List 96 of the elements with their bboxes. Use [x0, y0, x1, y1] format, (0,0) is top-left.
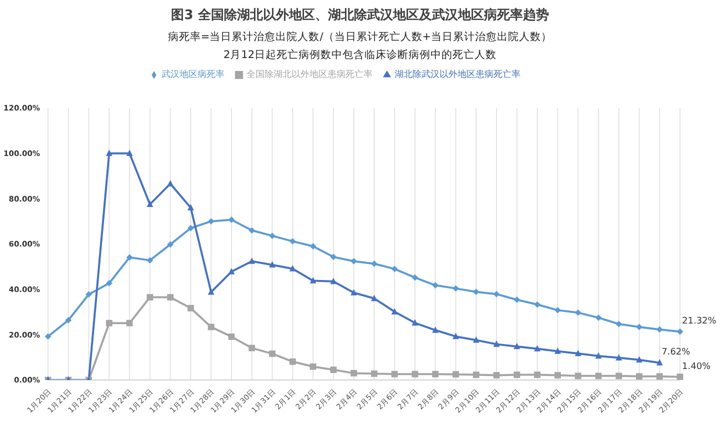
- point: [370, 260, 378, 267]
- point: [656, 359, 663, 366]
- point: [330, 254, 337, 260]
- point: [126, 254, 133, 261]
- point: [391, 308, 398, 314]
- data-label: 7.62%: [662, 348, 691, 358]
- point: [574, 309, 582, 316]
- point: [350, 370, 358, 376]
- point: [514, 296, 520, 303]
- point: [167, 294, 174, 300]
- point: [370, 294, 378, 302]
- point: [493, 290, 500, 298]
- point: [574, 372, 582, 380]
- point: [269, 232, 276, 240]
- point: [146, 200, 154, 208]
- point: [188, 204, 194, 210]
- point: [350, 289, 358, 296]
- point: [65, 316, 72, 324]
- point: [412, 274, 418, 281]
- point: [86, 291, 92, 298]
- point: [616, 372, 622, 380]
- point: [616, 354, 622, 360]
- legend-label: 湖北除武汉以外地区患病死亡率: [394, 70, 520, 80]
- point: [289, 265, 296, 272]
- point: [432, 326, 439, 333]
- point: [534, 301, 540, 308]
- point: [534, 372, 540, 378]
- point: [636, 356, 642, 363]
- point: [106, 280, 112, 286]
- point: [391, 370, 398, 378]
- point: [676, 374, 684, 380]
- point: [370, 370, 378, 377]
- point: [228, 334, 235, 340]
- point: [248, 258, 256, 264]
- point: [472, 336, 480, 343]
- point: [167, 241, 174, 248]
- point: [432, 282, 439, 288]
- point: [412, 319, 418, 326]
- point: [616, 320, 622, 328]
- point: [636, 373, 642, 380]
- point: [493, 340, 500, 347]
- point: [106, 320, 112, 326]
- point: [554, 348, 561, 354]
- point: [146, 257, 154, 264]
- point: [514, 372, 520, 378]
- point: [493, 372, 500, 378]
- data-label: 1.40%: [682, 362, 712, 372]
- point: [412, 370, 418, 378]
- point: [248, 227, 256, 234]
- point: [452, 371, 459, 378]
- point: [126, 150, 133, 156]
- chart-title: 图3 全国除湖北以外地区、湖北除武汉地区及武汉地区病死率趋势: [170, 6, 550, 24]
- point: [432, 370, 439, 378]
- point: [595, 352, 602, 359]
- chart-subtitle: 病死率=当日累计治愈出院人数/（当日累计死亡人数+当日累计治愈出院人数）: [166, 30, 554, 44]
- point: [656, 373, 663, 380]
- point: [310, 363, 316, 370]
- point: [330, 278, 337, 284]
- point: [106, 150, 112, 156]
- point: [452, 332, 459, 340]
- point: [310, 277, 316, 284]
- point: [208, 218, 214, 225]
- point: [656, 326, 663, 333]
- data-label: 21.32%: [682, 316, 717, 327]
- text: 2月12日起死亡病例数中包含临床诊断病例中的死亡人数: [222, 48, 498, 62]
- point: [188, 304, 194, 312]
- point: [208, 288, 214, 295]
- point: [188, 224, 194, 232]
- legend-label: 全国除湖北以外地区患病死亡率: [246, 70, 372, 80]
- point: [391, 266, 398, 272]
- point: [146, 294, 154, 300]
- point: [676, 328, 684, 335]
- point: [208, 324, 214, 330]
- point: [269, 350, 276, 357]
- point: [636, 324, 642, 330]
- point: [167, 180, 174, 186]
- point: [554, 372, 561, 378]
- legend-label: 武汉地区病死率: [162, 70, 224, 80]
- point: [289, 238, 296, 244]
- point: [574, 350, 582, 356]
- point: [289, 358, 296, 365]
- point: [534, 345, 540, 352]
- point: [248, 344, 256, 352]
- point: [554, 306, 561, 314]
- point: [595, 314, 602, 321]
- point: [44, 333, 52, 340]
- point: [350, 258, 358, 264]
- point: [595, 372, 602, 380]
- point: [269, 261, 276, 268]
- point: [472, 288, 480, 296]
- point: [228, 268, 235, 274]
- point: [452, 285, 459, 292]
- point: [472, 372, 480, 378]
- point: [330, 366, 337, 373]
- point: [126, 320, 133, 326]
- point: [514, 342, 520, 350]
